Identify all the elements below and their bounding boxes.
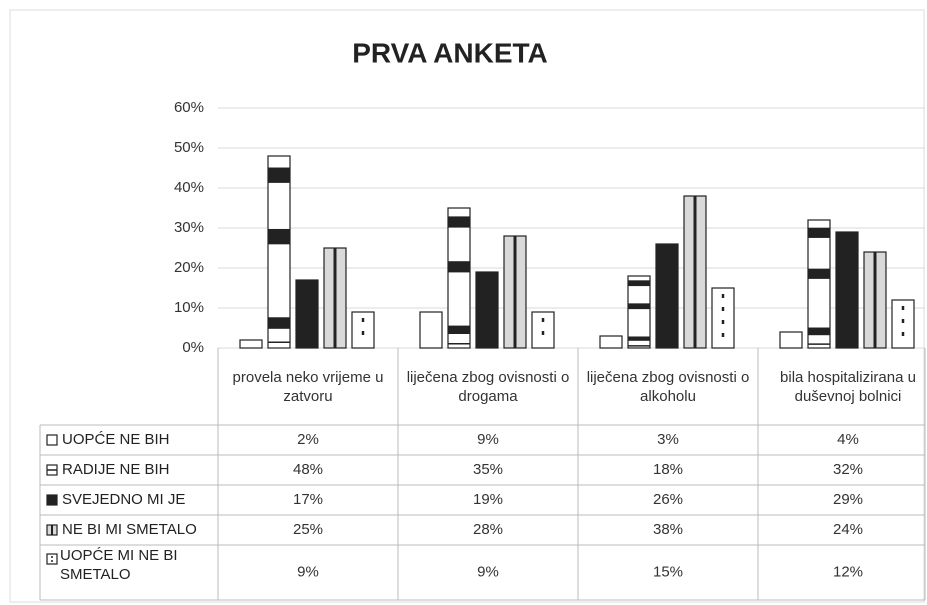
data-label: 32% xyxy=(833,461,863,478)
data-label: 2% xyxy=(297,431,319,448)
x-tick-label: provela neko vrijeme u zatvoru xyxy=(232,368,384,405)
x-tick-label: bila hospitalizirana u duševnoj bolnici xyxy=(780,368,916,405)
data-label: 25% xyxy=(293,521,323,538)
x-tick-label: liječena zbog ovisnosti o drogama xyxy=(406,368,570,405)
legend-label-box: UOPĆE MI NE BI SMETALO xyxy=(60,547,178,583)
x-tick-label-box: bila hospitalizirana u duševnoj bolnici xyxy=(780,368,916,405)
data-label: 24% xyxy=(833,521,863,538)
bar-band xyxy=(448,216,470,228)
bar-band xyxy=(268,317,290,329)
bar xyxy=(419,311,443,349)
bar xyxy=(475,271,499,349)
data-label: 9% xyxy=(297,563,319,580)
bar xyxy=(627,275,651,349)
data-label: 38% xyxy=(653,521,683,538)
data-label: 26% xyxy=(653,491,683,508)
y-tick-label: 10% xyxy=(174,299,204,316)
bar xyxy=(779,331,803,349)
bar-band xyxy=(448,261,470,273)
y-tick-label: 50% xyxy=(174,139,204,156)
bar-band xyxy=(628,336,650,341)
bar-band xyxy=(448,325,470,334)
x-tick-label-box: provela neko vrijeme u zatvoru xyxy=(232,368,384,405)
legend-swatch xyxy=(46,434,58,446)
bar-band xyxy=(808,268,830,279)
data-label: 9% xyxy=(477,563,499,580)
x-tick-label: liječena zbog ovisnosti o alkoholu xyxy=(586,368,750,405)
chart-frame xyxy=(9,9,925,603)
legend-swatch xyxy=(46,553,58,565)
bar xyxy=(267,155,291,349)
bar-band xyxy=(268,228,290,245)
y-tick-label: 0% xyxy=(182,339,204,356)
y-tick-label: 60% xyxy=(174,99,204,116)
bar-band xyxy=(808,327,830,336)
bar-band xyxy=(808,227,830,238)
x-tick-label-box: liječena zbog ovisnosti o alkoholu xyxy=(586,368,750,405)
data-label: 48% xyxy=(293,461,323,478)
data-label: 19% xyxy=(473,491,503,508)
bar xyxy=(239,339,263,349)
bar xyxy=(655,243,679,349)
bar xyxy=(599,335,623,349)
bar xyxy=(295,279,319,349)
x-tick-label-box: liječena zbog ovisnosti o drogama xyxy=(406,368,570,405)
bar-band xyxy=(268,167,290,183)
bar xyxy=(351,311,375,349)
bar-band xyxy=(628,303,650,310)
legend-label: UOPĆE MI NE BI SMETALO xyxy=(60,547,178,583)
legend-label: NE BI MI SMETALO xyxy=(62,521,197,538)
legend-label: SVEJEDNO MI JE xyxy=(62,491,185,508)
data-label: 18% xyxy=(653,461,683,478)
data-label: 3% xyxy=(657,431,679,448)
bar xyxy=(807,219,831,349)
legend-label: RADIJE NE BIH xyxy=(62,461,170,478)
data-label: 9% xyxy=(477,431,499,448)
data-label: 17% xyxy=(293,491,323,508)
bar xyxy=(711,287,735,349)
legend-swatch xyxy=(46,494,58,506)
data-label: 29% xyxy=(833,491,863,508)
data-label: 12% xyxy=(833,563,863,580)
data-label: 4% xyxy=(837,431,859,448)
bar xyxy=(531,311,555,349)
legend-label: UOPĆE NE BIH xyxy=(62,431,170,448)
bar-band xyxy=(628,280,650,287)
y-tick-label: 20% xyxy=(174,259,204,276)
data-label: 28% xyxy=(473,521,503,538)
data-label: 15% xyxy=(653,563,683,580)
bar xyxy=(447,207,471,349)
y-tick-label: 30% xyxy=(174,219,204,236)
data-label: 35% xyxy=(473,461,503,478)
y-tick-label: 40% xyxy=(174,179,204,196)
bar xyxy=(891,299,915,349)
bar xyxy=(835,231,859,349)
chart-title: PRVA ANKETA xyxy=(352,37,548,68)
